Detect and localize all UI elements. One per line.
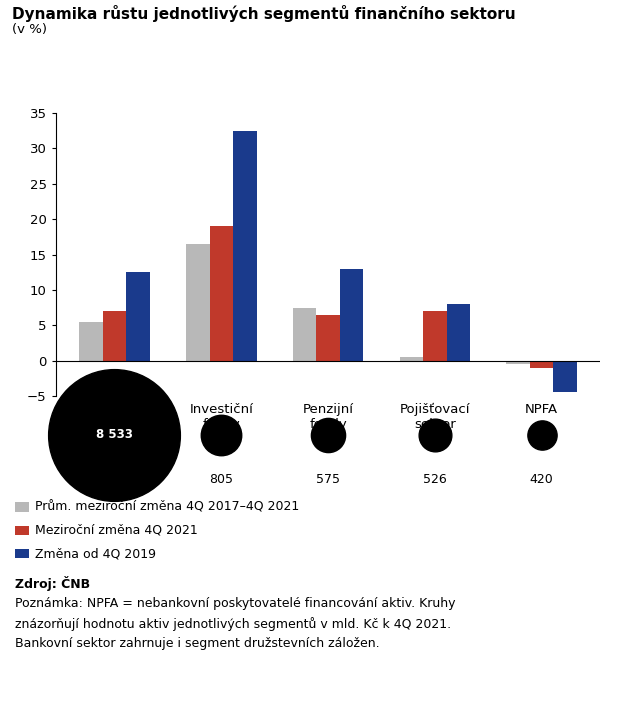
Point xyxy=(110,429,119,440)
Bar xyxy=(316,315,340,361)
Text: (v %): (v %) xyxy=(12,23,48,35)
Bar xyxy=(447,304,470,361)
Bar xyxy=(506,361,530,364)
Bar xyxy=(186,244,209,361)
Text: 420: 420 xyxy=(530,474,553,486)
Bar xyxy=(400,357,423,361)
Text: 526: 526 xyxy=(423,474,447,486)
Bar xyxy=(79,322,103,361)
Point xyxy=(323,429,333,440)
Text: Poznámka: NPFA = nebankovní poskytovatelé financování aktiv. Kruhy: Poznámka: NPFA = nebankovní poskytovatel… xyxy=(15,597,456,610)
Bar xyxy=(126,272,150,361)
Text: Změna od 4Q 2019: Změna od 4Q 2019 xyxy=(35,547,156,560)
Bar xyxy=(423,311,447,361)
Text: Zdroj: ČNB: Zdroj: ČNB xyxy=(15,576,90,591)
Text: Dynamika růstu jednotlivých segmentů finančního sektoru: Dynamika růstu jednotlivých segmentů fin… xyxy=(12,5,516,22)
Bar xyxy=(233,131,256,361)
Text: Bankovní sektor zahrnuje i segment družstevních záložen.: Bankovní sektor zahrnuje i segment družs… xyxy=(15,637,380,650)
Bar xyxy=(293,308,316,361)
Bar xyxy=(530,361,553,368)
Text: 8 533: 8 533 xyxy=(96,428,133,441)
Point xyxy=(216,429,226,440)
Text: Meziroční změna 4Q 2021: Meziroční změna 4Q 2021 xyxy=(35,524,198,537)
Point xyxy=(537,429,547,440)
Text: znázorňují hodnotu aktiv jednotlivých segmentů v mld. Kč k 4Q 2021.: znázorňují hodnotu aktiv jednotlivých se… xyxy=(15,617,452,631)
Text: 575: 575 xyxy=(316,474,340,486)
Point xyxy=(430,429,440,440)
Bar xyxy=(103,311,126,361)
Bar xyxy=(340,269,363,361)
Bar xyxy=(209,226,233,361)
Text: Prům. meziroční změna 4Q 2017–4Q 2021: Prům. meziroční změna 4Q 2017–4Q 2021 xyxy=(35,501,300,513)
Bar xyxy=(553,361,577,392)
Text: 805: 805 xyxy=(209,474,233,486)
